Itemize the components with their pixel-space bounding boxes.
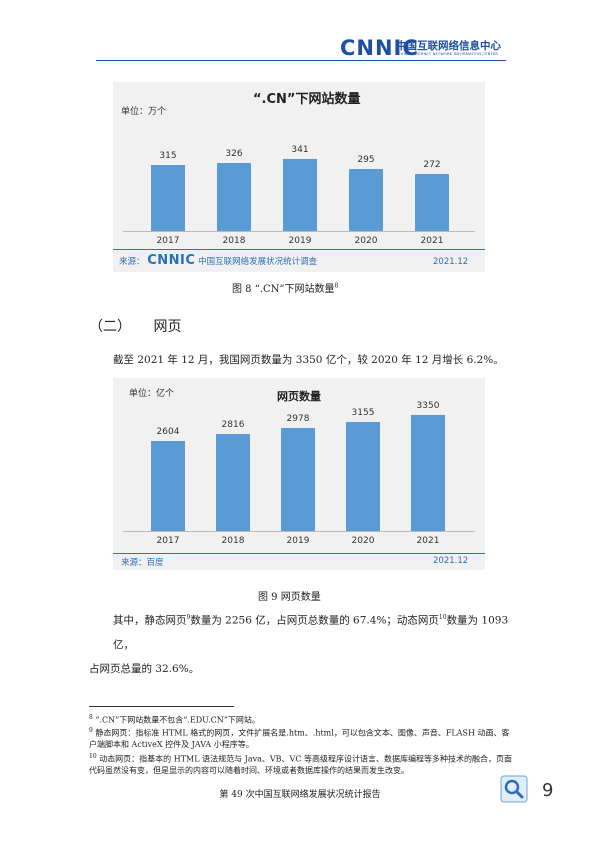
category-label: 2020 (351, 536, 375, 546)
bar-2021 (411, 415, 445, 531)
figure-9-caption: 图 9 网页数量 (258, 592, 321, 603)
source-logo: CNNIC (147, 253, 196, 268)
footnote-ref: 10 (438, 614, 447, 621)
paragraph: 截至 2021 年 12 月，我国网页数量为 3350 亿个，较 2020 年 … (113, 354, 504, 366)
caption-footnote-ref: 8 (334, 282, 339, 290)
source-rule (113, 553, 485, 554)
bar-2019 (281, 428, 315, 531)
value-label: 2604 (156, 427, 180, 438)
chart-title: 网页数量 (277, 390, 321, 403)
chart-source: 来源： CNNIC 中国互联网络发展状况统计调查 (119, 253, 317, 268)
x-axis (123, 231, 475, 232)
value-label: 2816 (221, 419, 245, 430)
value-label: 326 (225, 148, 243, 159)
chart-cn-websites: “.CN”下网站数量 单位：万个 315 2017 326 2018 341 2019 29… (113, 82, 485, 272)
footnote-number: 9 (89, 727, 93, 734)
footnote-rule (89, 706, 234, 707)
chart-unit: 单位：万个 (121, 107, 167, 117)
value-label: 341 (291, 145, 309, 156)
section-number: （二） (89, 319, 131, 335)
bar-2020 (346, 422, 380, 531)
source-date: 2021.12 (433, 556, 469, 566)
category-label: 2017 (156, 536, 180, 546)
para-text: 数量为 2256 亿，占网页总数量的 67.4%；动态网页 (190, 614, 439, 627)
org-name-cn: 中国互联网络信息中心 (396, 40, 501, 52)
bar-2019 (283, 159, 317, 231)
section-heading: （二） 网页 (89, 316, 181, 336)
source-label: 来源： (119, 257, 145, 267)
value-label: 315 (159, 150, 177, 161)
value-label: 295 (357, 155, 375, 166)
bar-2018 (217, 162, 251, 231)
footnote-number: 8 (89, 714, 93, 721)
value-label: 3155 (351, 408, 375, 419)
footnote: 9 静态网页：指标准 HTML 格式的网页，文件扩展名是.htm、.html，可… (89, 725, 514, 751)
category-label: 2017 (156, 236, 180, 246)
cnnic-logo: CNNIC (340, 36, 419, 60)
footnote: 10 动态网页：指基本的 HTML 语法规范与 Java、VB、VC 等高级程序… (89, 751, 514, 777)
category-label: 2018 (222, 236, 246, 246)
caption-text: 图 8 “.CN”下网站数量 (232, 284, 335, 295)
chart-web-pages: 网页数量 单位：亿个 2604 2017 2816 2018 2978 2019 3155 2… (113, 378, 485, 570)
footnote-text: 静态网页：指标准 HTML 格式的网页，文件扩展名是.htm、.html，可以包… (89, 728, 510, 750)
bar-2020 (349, 169, 383, 231)
source-text: 中国互联网络发展状况统计调查 (198, 257, 318, 267)
source-date: 2021.12 (433, 257, 469, 267)
footnote-text: “.CN”下网站数量不包含“.EDU.CN”下网站。 (95, 715, 260, 725)
category-label: 2019 (286, 536, 310, 546)
bar-2018 (216, 433, 250, 531)
org-name-en: CHINA INTERNET NETWORK INFORMATION CENTE… (398, 52, 499, 56)
footnote-text: 动态网页：指基本的 HTML 语法规范与 Java、VB、VC 等高级程序设计语… (89, 754, 512, 776)
para-text: 其中，静态网页 (113, 614, 187, 627)
para-text: 数量为 1093 亿， (113, 614, 509, 651)
x-axis (123, 531, 475, 532)
category-label: 2021 (416, 536, 440, 546)
figure-8-caption: 图 8 “.CN”下网站数量8 (232, 280, 338, 295)
category-label: 2020 (354, 236, 378, 246)
paragraph: 其中，静态网页9数量为 2256 亿，占网页总数量的 67.4%；动态网页10数… (89, 606, 514, 681)
page-footer: 第 49 次中国互联网络发展状况统计报告 (219, 790, 381, 800)
chart-unit: 单位：亿个 (129, 389, 175, 399)
chart-title: “.CN”下网站数量 (253, 92, 361, 107)
category-label: 2021 (420, 236, 444, 246)
bar-2017 (151, 164, 185, 231)
footnote: 8 “.CN”下网站数量不包含“.EDU.CN”下网站。 (89, 712, 514, 726)
value-label: 3350 (416, 401, 440, 412)
search-icon (500, 775, 528, 803)
source-rule (113, 249, 485, 250)
section-title: 网页 (153, 319, 182, 335)
chart-source: 来源：百度 (121, 558, 164, 568)
bar-2021 (415, 173, 449, 231)
value-label: 272 (423, 159, 441, 170)
header-rule (96, 60, 506, 61)
category-label: 2019 (288, 236, 312, 246)
footnote-number: 10 (89, 753, 97, 760)
page-number: 9 (542, 780, 554, 801)
para-text: 占网页总量的 32.6%。 (89, 662, 200, 675)
footnote-ref: 9 (186, 614, 191, 621)
bar-2017 (151, 441, 185, 531)
category-label: 2018 (221, 536, 245, 546)
value-label: 2978 (286, 414, 310, 425)
